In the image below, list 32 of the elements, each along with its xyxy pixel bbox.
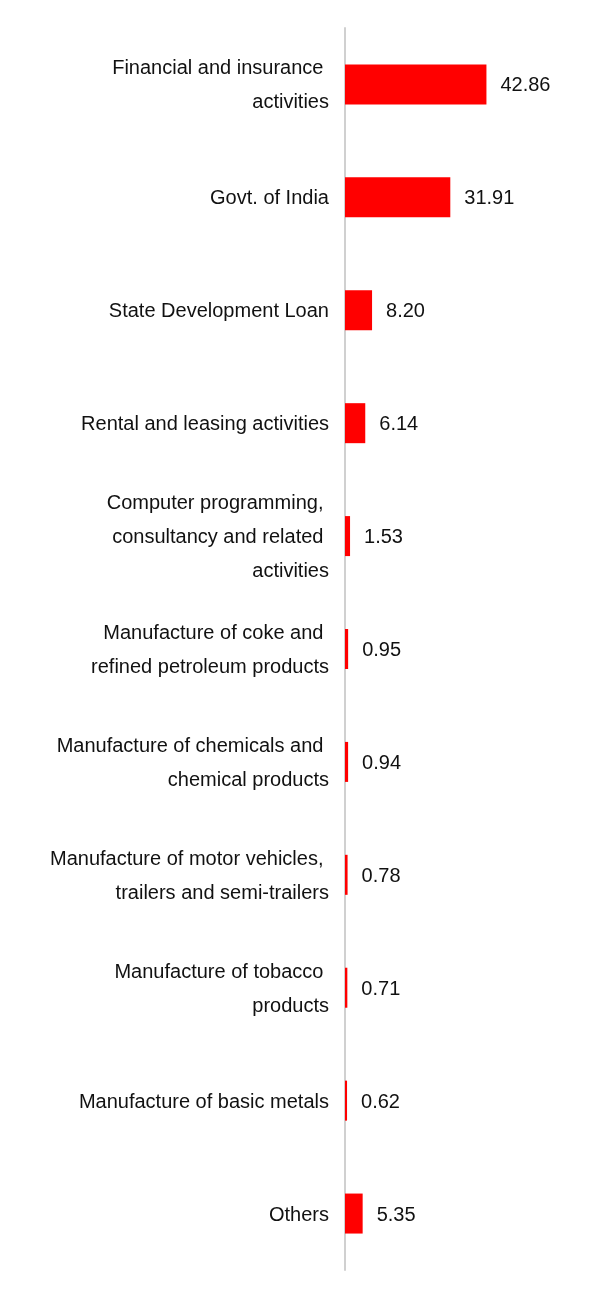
y-tick-label: State Development Loan xyxy=(108,299,329,322)
bar xyxy=(345,1193,363,1234)
bar xyxy=(345,516,351,557)
data-label: 42.86 xyxy=(500,73,551,96)
y-tick-label: Manufacture of coke and refined petroleum products xyxy=(91,621,329,677)
data-label: 6.14 xyxy=(379,412,419,435)
y-tick-label: Manufacture of tobacco products xyxy=(114,959,329,1016)
data-label: 5.35 xyxy=(376,1202,416,1225)
data-label: 0.62 xyxy=(361,1089,400,1112)
bar xyxy=(345,741,349,782)
data-label: 0.71 xyxy=(361,976,401,999)
bar xyxy=(345,854,348,895)
bar xyxy=(345,1080,348,1121)
bar xyxy=(345,629,349,669)
data-label: 0.78 xyxy=(361,863,401,886)
bar xyxy=(345,290,373,331)
bar xyxy=(345,177,451,218)
bar xyxy=(345,64,487,105)
y-tick-label: Others xyxy=(268,1202,329,1225)
y-tick-label: Manufacture of basic metals xyxy=(78,1089,329,1112)
y-tick-label: Financial and insurance activities xyxy=(112,56,329,113)
y-tick-label: Manufacture of motor vehicles, trailers and semi-trailers xyxy=(49,846,329,903)
data-label: 0.95 xyxy=(362,638,402,660)
data-label: 31.91 xyxy=(464,186,515,209)
y-tick-label: Manufacture of chemicals and chemical products xyxy=(56,733,329,790)
data-label: 1.53 xyxy=(364,525,403,548)
data-label: 8.20 xyxy=(386,299,425,322)
y-tick-label: Govt. of India xyxy=(210,186,330,209)
data-label: 0.94 xyxy=(362,750,402,773)
bar xyxy=(345,403,366,444)
y-tick-label: Computer programming, consultancy and related activities xyxy=(106,491,329,582)
y-tick-label: Rental and leasing activities xyxy=(81,412,329,435)
